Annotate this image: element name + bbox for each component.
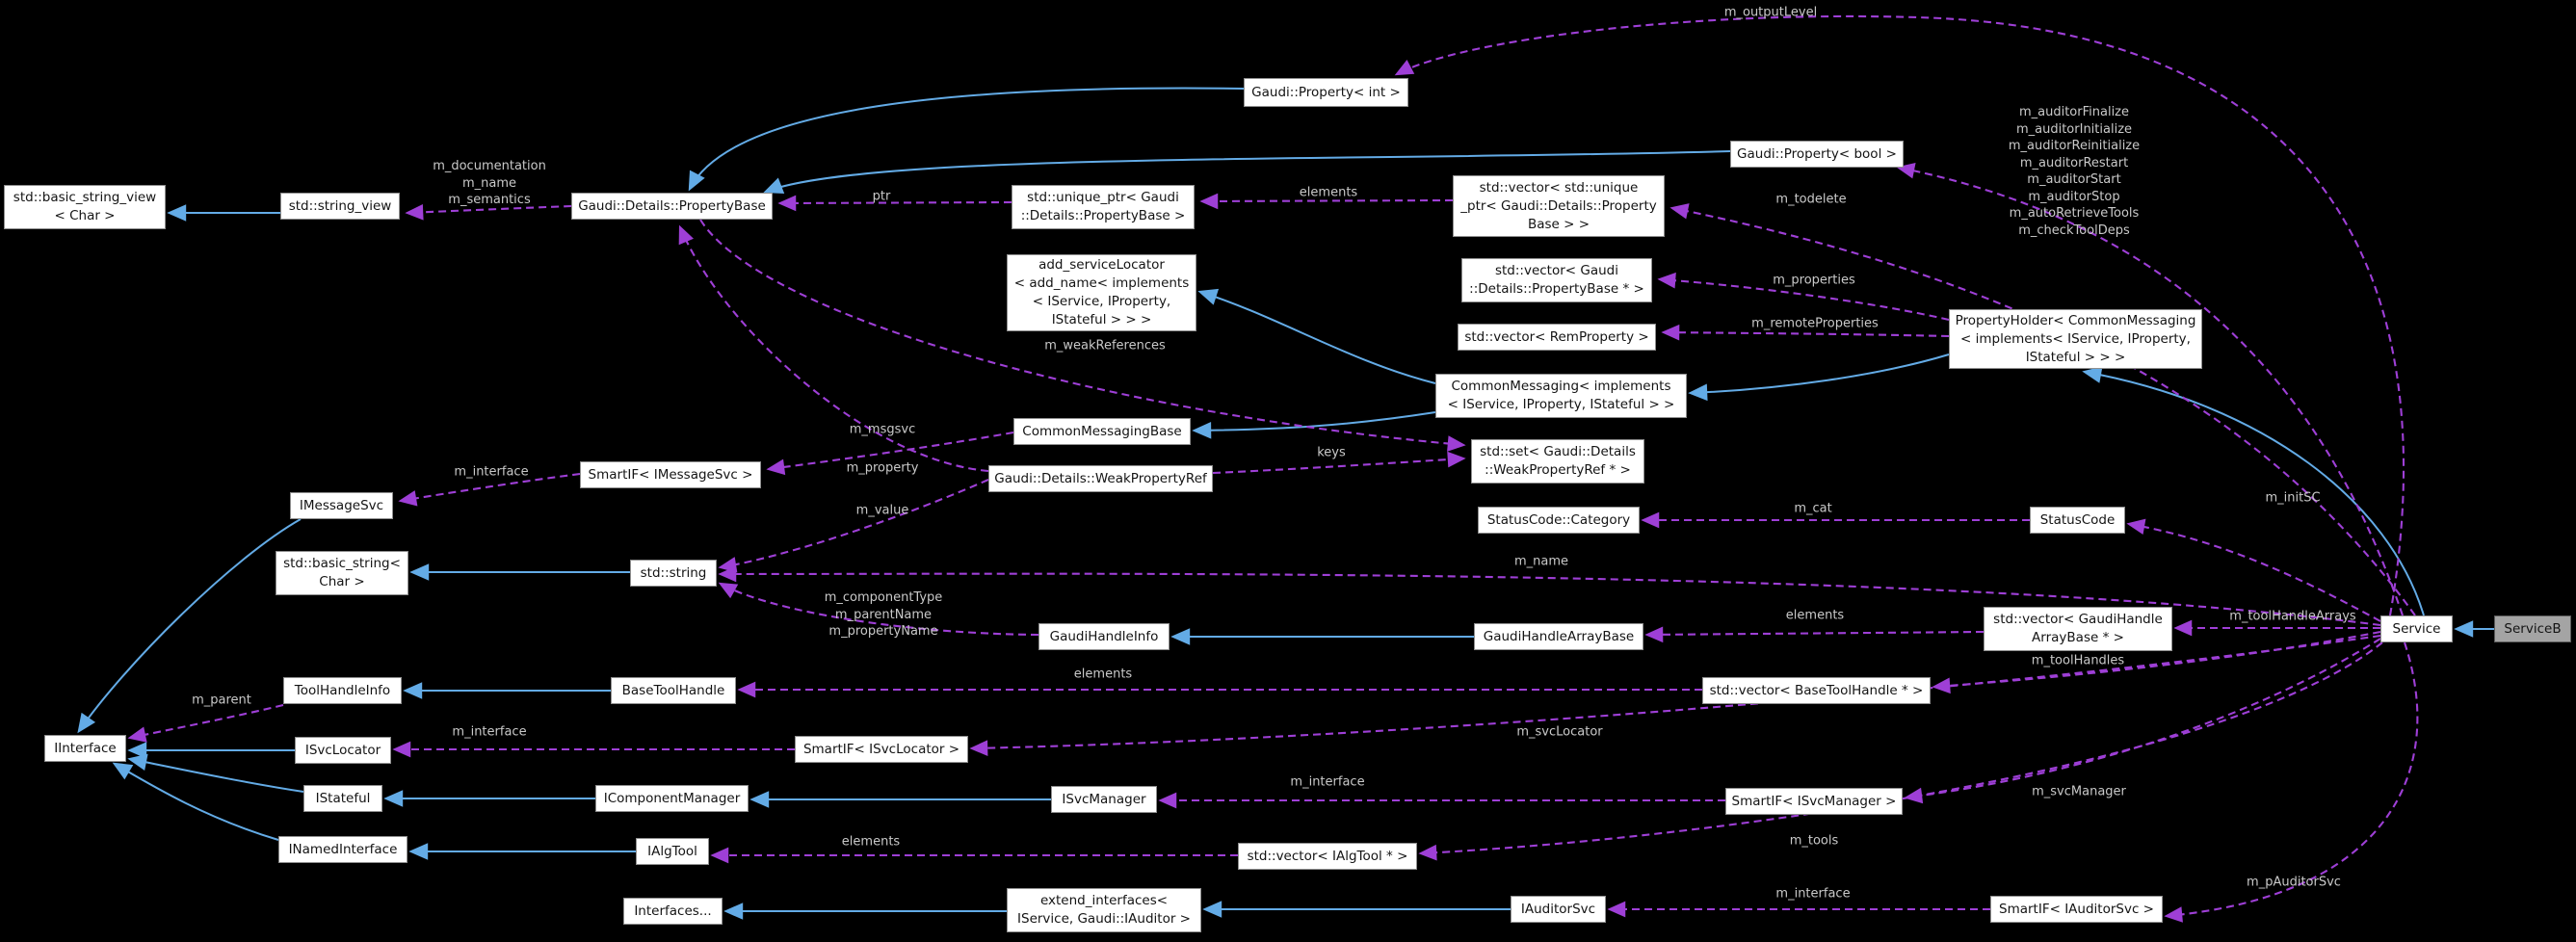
class-node-add-servicelocator[interactable]: add_serviceLocator < add_name< implement…	[1007, 254, 1196, 331]
edge-use-interface-imsg	[398, 472, 581, 507]
edge-use-documentation	[405, 204, 572, 221]
edge-use-weakreferences	[699, 219, 1466, 452]
class-node-istateful[interactable]: IStateful	[303, 785, 382, 812]
edge-inh-inamedinterface-iinterface	[112, 762, 279, 841]
class-node-gaudi-handle-array-base[interactable]: GaudiHandleArrayBase	[1474, 623, 1643, 650]
edge-use-handleinfo-strings	[718, 582, 1039, 637]
edge-use-property	[678, 224, 989, 473]
edge-use-outputlevel	[1394, 14, 2405, 616]
class-node-imessagesvc[interactable]: IMessageSvc	[290, 492, 393, 519]
class-node-interfaces[interactable]: Interfaces...	[623, 898, 723, 925]
class-node-iinterface[interactable]: IInterface	[44, 735, 126, 762]
edge-inh-commonmessaging-commonmessagingbase	[1192, 411, 1436, 439]
class-node-smartif-isvcmanager[interactable]: SmartIF< ISvcManager >	[1725, 788, 1903, 815]
class-node-property-bool[interactable]: Gaudi::Property< bool >	[1730, 141, 1904, 168]
edge-use-parent	[127, 703, 284, 743]
class-node-vector-unique-ptr[interactable]: std::vector< std::unique _ptr< Gaudi::De…	[1453, 175, 1665, 237]
class-node-vector-propertybase-ptr[interactable]: std::vector< Gaudi ::Details::PropertyBa…	[1461, 258, 1652, 302]
edge-use-value	[718, 479, 989, 573]
class-node-extend-interfaces[interactable]: extend_interfaces< IService, Gaudi::IAud…	[1007, 888, 1201, 932]
class-node-vector-ialgtool[interactable]: std::vector< IAlgTool * >	[1238, 843, 1417, 870]
edge-use-elements-gha	[1644, 626, 1985, 643]
class-node-statuscode[interactable]: StatusCode	[2030, 507, 2125, 534]
edge-use-keys	[1212, 451, 1466, 475]
edge-use-svcmanager	[1904, 638, 2381, 804]
class-node-property-base[interactable]: Gaudi::Details::PropertyBase	[571, 193, 773, 220]
class-node-base-tool-handle[interactable]: BaseToolHandle	[611, 677, 736, 704]
class-node-serviceb[interactable]: ServiceB	[2494, 615, 2571, 642]
class-node-vector-remproperty[interactable]: std::vector< RemProperty >	[1458, 324, 1656, 351]
class-node-basic-string[interactable]: std::basic_string< Char >	[276, 551, 408, 595]
class-node-common-messaging[interactable]: CommonMessaging< implements < IService, …	[1435, 374, 1687, 418]
class-node-isvclocator[interactable]: ISvcLocator	[295, 737, 391, 764]
edge-use-svclocator	[969, 634, 2381, 756]
class-node-property-int[interactable]: Gaudi::Property< int >	[1244, 78, 1408, 107]
edge-inh-propertyint-propertybase	[688, 87, 1245, 192]
edge-use-properties	[1657, 272, 1950, 322]
class-node-service[interactable]: Service	[2380, 615, 2453, 642]
class-node-statuscode-category[interactable]: StatusCode::Category	[1478, 507, 1640, 534]
class-node-basic-string-view[interactable]: std::basic_string_view < Char >	[4, 185, 166, 229]
edge-inh-propertybool-propertybase	[763, 150, 1731, 194]
class-node-smartif-isvclocator[interactable]: SmartIF< ISvcLocator >	[795, 736, 968, 763]
edge-use-auditors	[1896, 163, 2404, 616]
class-node-iauditorsvc[interactable]: IAuditorSvc	[1511, 896, 1606, 923]
class-node-vector-basetoolhandle[interactable]: std::vector< BaseToolHandle * >	[1702, 677, 1931, 704]
edge-inh-service-propertyholder	[2082, 366, 2425, 616]
class-node-gaudi-handle-info[interactable]: GaudiHandleInfo	[1038, 623, 1170, 650]
edge-use-tools	[1418, 641, 2383, 861]
class-node-smartif-iauditorsvc[interactable]: SmartIF< IAuditorSvc >	[1990, 896, 2163, 923]
edge-use-name	[718, 565, 2381, 627]
class-node-set-weakpropertyref[interactable]: std::set< Gaudi::Details ::WeakPropertyR…	[1471, 439, 1644, 484]
edge-use-initsc	[2126, 518, 2381, 622]
edge-inh-imessagesvc-iinterface	[77, 518, 302, 734]
class-node-smartif-imessagesvc[interactable]: SmartIF< IMessageSvc >	[580, 461, 761, 488]
class-node-unique-ptr[interactable]: std::unique_ptr< Gaudi ::Details::Proper…	[1012, 185, 1195, 229]
class-node-icomponent-manager[interactable]: IComponentManager	[595, 785, 749, 812]
class-node-weak-property-ref[interactable]: Gaudi::Details::WeakPropertyRef	[988, 465, 1213, 492]
class-node-isvcmanager[interactable]: ISvcManager	[1051, 786, 1157, 813]
edge-use-elements-uptr	[1199, 193, 1454, 210]
class-node-tool-handle-info[interactable]: ToolHandleInfo	[283, 677, 402, 704]
class-node-vector-gaudihandle[interactable]: std::vector< GaudiHandle ArrayBase * >	[1984, 607, 2172, 651]
class-node-property-holder[interactable]: PropertyHolder< CommonMessaging < implem…	[1949, 309, 2202, 369]
class-node-ialgtool[interactable]: IAlgTool	[636, 838, 709, 865]
class-node-string-view[interactable]: std::string_view	[280, 193, 400, 220]
edge-use-remoteproperties	[1661, 324, 1950, 341]
edge-use-msgsvc	[766, 431, 1014, 476]
edge-inh-commonmessaging-addservicelocator	[1197, 288, 1436, 384]
class-node-std-string[interactable]: std::string	[630, 560, 717, 587]
class-node-inamed-interface[interactable]: INamedInterface	[278, 836, 407, 863]
edge-use-ptr	[777, 195, 1012, 212]
edge-use-pauditorsvc	[2164, 641, 2419, 923]
class-node-common-messaging-base[interactable]: CommonMessagingBase	[1013, 418, 1191, 445]
edge-use-todelete	[1669, 203, 2416, 616]
edge-inh-propertyholder-commonmessaging	[1688, 353, 1950, 402]
edge-inh-istateful-iinterface	[127, 753, 304, 793]
